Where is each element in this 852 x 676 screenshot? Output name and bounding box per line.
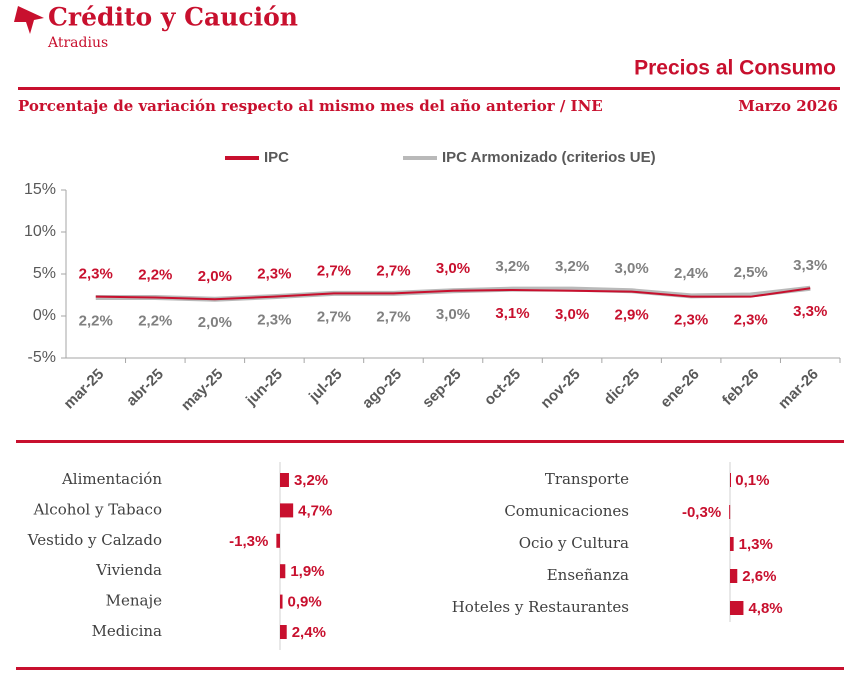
data-label: 2,2% xyxy=(138,266,172,283)
data-label: 2,4% xyxy=(292,624,326,641)
data-label: 2,7% xyxy=(376,308,410,325)
y-tick-label: 5% xyxy=(33,265,56,282)
bar xyxy=(729,505,731,519)
data-label: 3,0% xyxy=(436,306,470,323)
legend-label: IPC Armonizado (criterios UE) xyxy=(442,149,656,166)
y-tick-label: 0% xyxy=(33,307,56,324)
data-label: 2,6% xyxy=(742,568,776,585)
data-label: 2,3% xyxy=(257,266,291,283)
data-label: 0,9% xyxy=(288,594,322,611)
data-label: 3,2% xyxy=(555,258,589,275)
data-label: 2,3% xyxy=(79,266,113,283)
category-label: Medicina xyxy=(92,622,162,640)
category-label: Alcohol y Tabaco xyxy=(33,500,162,518)
category-label: Alimentación xyxy=(61,470,162,488)
y-tick-label: 15% xyxy=(24,181,56,198)
legend-label: IPC xyxy=(264,149,289,166)
data-label: -0,3% xyxy=(682,504,721,521)
y-tick-label: -5% xyxy=(28,349,56,366)
bar xyxy=(730,537,734,551)
data-label: 4,8% xyxy=(748,600,782,617)
data-label: 3,0% xyxy=(436,260,470,277)
bar xyxy=(730,473,731,487)
data-label: 3,0% xyxy=(615,260,649,277)
data-label: 1,3% xyxy=(739,536,773,553)
category-label: Ocio y Cultura xyxy=(519,534,629,552)
data-label: 2,0% xyxy=(198,268,232,285)
data-label: 2,4% xyxy=(674,265,708,282)
data-label: 2,2% xyxy=(79,312,113,329)
category-label: Comunicaciones xyxy=(504,502,629,520)
date: Marzo 2026 xyxy=(738,97,838,115)
data-label: 2,7% xyxy=(317,262,351,279)
category-label: Enseñanza xyxy=(547,566,629,584)
data-label: 2,3% xyxy=(257,312,291,329)
bar xyxy=(280,564,286,579)
divider xyxy=(16,440,844,443)
data-label: 3,1% xyxy=(495,305,529,322)
data-label: 2,9% xyxy=(615,307,649,324)
data-label: 2,7% xyxy=(376,262,410,279)
bar xyxy=(730,601,744,615)
bar xyxy=(280,503,294,518)
data-label: 3,0% xyxy=(555,306,589,323)
bar xyxy=(280,473,289,487)
data-label: 0,1% xyxy=(735,472,769,489)
logo-icon xyxy=(14,6,44,34)
sub-brand: Atradius xyxy=(47,35,108,51)
bar xyxy=(280,625,287,639)
series-line xyxy=(95,287,811,301)
data-label: 2,3% xyxy=(734,312,768,329)
subtitle: Porcentaje de variación respecto al mism… xyxy=(18,97,603,115)
data-label: 2,0% xyxy=(198,314,232,331)
data-label: 3,3% xyxy=(793,303,827,320)
divider xyxy=(16,667,844,670)
y-tick-label: 10% xyxy=(24,223,56,240)
category-label: Transporte xyxy=(545,470,629,488)
data-label: 2,5% xyxy=(734,264,768,281)
bar xyxy=(280,594,283,609)
page-title: Precios al Consumo xyxy=(634,57,836,80)
category-label: Hoteles y Restaurantes xyxy=(452,598,629,616)
data-label: 3,2% xyxy=(294,472,328,489)
bar xyxy=(730,569,738,583)
brand: Crédito y Caución xyxy=(48,3,298,32)
data-label: -1,3% xyxy=(229,533,268,550)
data-label: 2,3% xyxy=(674,312,708,329)
data-label: 2,2% xyxy=(138,312,172,329)
data-label: 4,7% xyxy=(298,502,332,519)
divider xyxy=(18,87,840,90)
data-label: 1,9% xyxy=(290,563,324,580)
data-label: 3,2% xyxy=(495,258,529,275)
data-label: 2,7% xyxy=(317,308,351,325)
bar xyxy=(276,533,280,548)
category-label: Vivienda xyxy=(95,561,162,579)
category-label: Vestido y Calzado xyxy=(27,531,162,549)
data-label: 3,3% xyxy=(793,257,827,274)
category-label: Menaje xyxy=(106,592,162,610)
